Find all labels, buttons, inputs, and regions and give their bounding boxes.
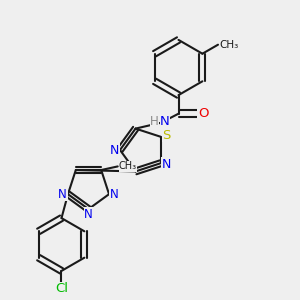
Text: O: O: [198, 107, 209, 120]
Text: N: N: [58, 188, 67, 201]
Text: S: S: [163, 129, 171, 142]
Text: Cl: Cl: [55, 282, 68, 296]
Text: N: N: [110, 143, 119, 157]
Text: N: N: [84, 208, 93, 221]
Text: N: N: [110, 188, 119, 201]
Text: H: H: [150, 115, 159, 128]
Text: N: N: [162, 158, 171, 171]
Text: N: N: [160, 115, 169, 128]
Text: CH₃: CH₃: [119, 161, 137, 171]
Text: CH₃: CH₃: [219, 40, 238, 50]
